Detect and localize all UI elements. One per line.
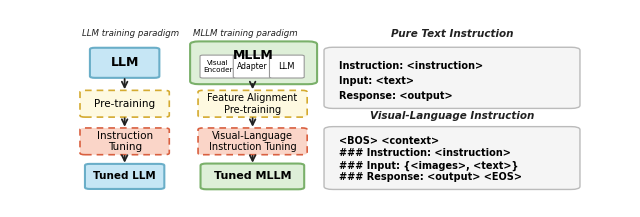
FancyBboxPatch shape <box>198 128 307 155</box>
Text: Instruction: <instruction>: Instruction: <instruction> <box>339 61 483 71</box>
FancyBboxPatch shape <box>80 128 169 155</box>
Text: ### Instruction: <instruction>: ### Instruction: <instruction> <box>339 148 511 158</box>
Text: Feature Alignment
Pre-training: Feature Alignment Pre-training <box>207 93 298 115</box>
Text: Tuned LLM: Tuned LLM <box>93 171 156 181</box>
Text: ### Input: {<images>, <text>}: ### Input: {<images>, <text>} <box>339 160 518 171</box>
FancyBboxPatch shape <box>200 55 236 78</box>
Text: Pre-training: Pre-training <box>94 99 156 109</box>
FancyBboxPatch shape <box>85 164 164 189</box>
Text: MLLM: MLLM <box>233 49 274 62</box>
FancyBboxPatch shape <box>190 41 317 84</box>
FancyBboxPatch shape <box>324 47 580 108</box>
FancyBboxPatch shape <box>269 55 304 78</box>
Text: LLM training paradigm: LLM training paradigm <box>83 29 180 38</box>
FancyBboxPatch shape <box>90 48 159 78</box>
Text: Tuned MLLM: Tuned MLLM <box>214 171 291 181</box>
FancyBboxPatch shape <box>233 55 271 78</box>
FancyBboxPatch shape <box>80 90 169 117</box>
FancyBboxPatch shape <box>198 90 307 117</box>
Text: Input: <text>: Input: <text> <box>339 76 414 86</box>
Text: LLM: LLM <box>111 56 139 69</box>
Text: Instruction
Tuning: Instruction Tuning <box>97 131 153 152</box>
Text: LLM: LLM <box>278 62 295 71</box>
Text: Visual-Language
Instruction Tuning: Visual-Language Instruction Tuning <box>209 131 296 152</box>
Text: Visual
Encoder: Visual Encoder <box>203 60 233 73</box>
Text: Pure Text Instruction: Pure Text Instruction <box>391 29 513 39</box>
FancyBboxPatch shape <box>200 164 304 189</box>
Text: <BOS> <context>: <BOS> <context> <box>339 136 439 146</box>
Text: Adapter: Adapter <box>237 62 268 71</box>
Text: MLLM training paradigm: MLLM training paradigm <box>193 29 298 38</box>
Text: Response: <output>: Response: <output> <box>339 91 452 101</box>
Text: ### Response: <output> <EOS>: ### Response: <output> <EOS> <box>339 173 522 182</box>
Text: Visual-Language Instruction: Visual-Language Instruction <box>370 111 534 121</box>
FancyBboxPatch shape <box>324 127 580 189</box>
